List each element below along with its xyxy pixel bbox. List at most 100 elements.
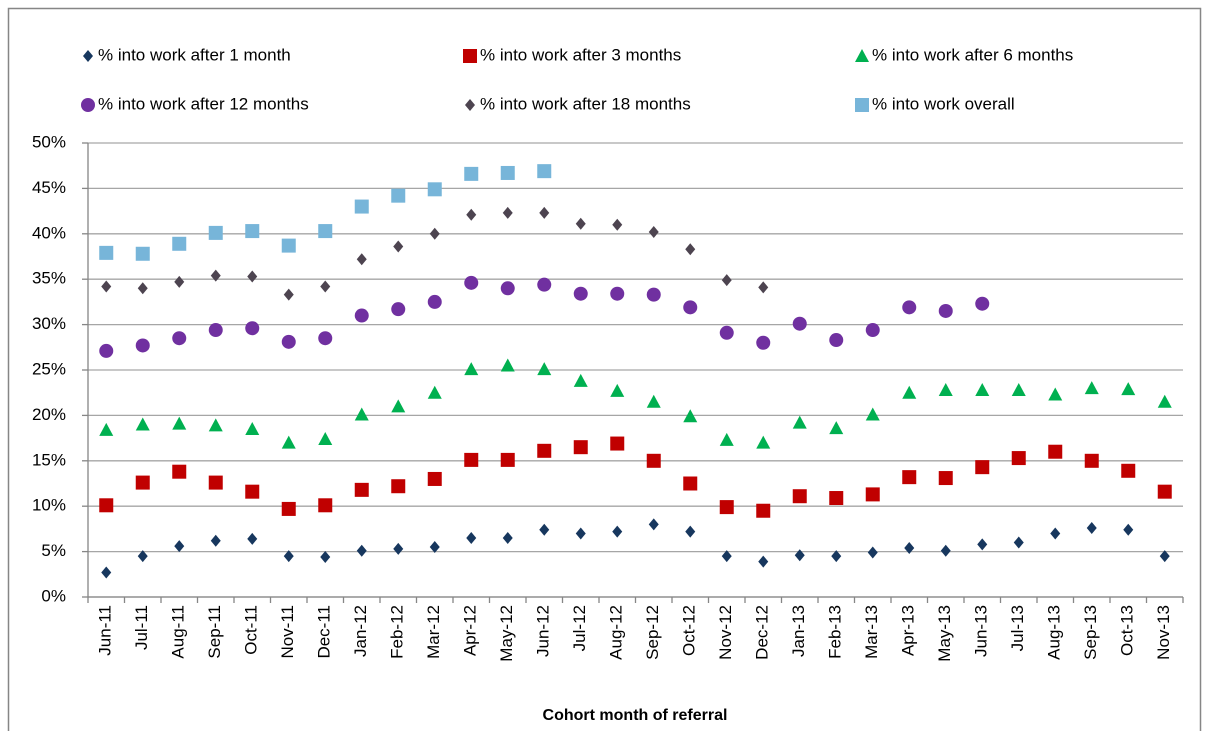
x-tick-label: Jun-12: [534, 605, 553, 657]
data-point: [537, 443, 552, 458]
data-point: [208, 225, 223, 240]
x-tick-label: Aug-11: [169, 605, 188, 659]
data-point: [721, 274, 732, 287]
data-point: [174, 275, 185, 288]
data-point: [719, 325, 734, 340]
data-point: [427, 182, 442, 197]
data-point: [208, 475, 223, 490]
data-point: [829, 491, 844, 506]
data-point: [210, 534, 221, 547]
x-tick-label: Nov-13: [1154, 605, 1173, 660]
y-tick-label: 35%: [32, 269, 66, 288]
data-point: [245, 484, 260, 499]
data-point: [721, 550, 732, 563]
data-point: [938, 382, 953, 396]
y-tick-label: 0%: [41, 586, 66, 605]
x-tick-label: Aug-12: [607, 605, 626, 660]
data-point: [391, 302, 406, 317]
data-point: [281, 334, 296, 349]
data-point: [902, 300, 917, 315]
x-axis-title: Cohort month of referral: [543, 707, 728, 724]
y-tick-label: 10%: [32, 496, 66, 515]
y-tick-label: 45%: [32, 178, 66, 197]
data-point: [283, 288, 294, 301]
data-point: [356, 253, 367, 266]
data-point: [502, 531, 513, 544]
data-point: [758, 281, 769, 294]
data-point: [646, 453, 661, 468]
data-point: [135, 417, 150, 431]
data-point: [539, 206, 550, 219]
data-point: [466, 208, 477, 221]
data-point: [99, 422, 114, 436]
data-point: [245, 321, 260, 336]
x-tick-label: Mar-12: [424, 605, 443, 659]
x-tick-label: Apr-13: [899, 605, 918, 656]
data-point: [1011, 382, 1026, 396]
data-point: [573, 286, 588, 301]
data-point: [354, 308, 369, 323]
data-point: [610, 436, 625, 451]
data-point: [500, 452, 515, 467]
data-point: [1084, 453, 1099, 468]
x-tick-label: Mar-13: [862, 605, 881, 659]
legend-marker: [465, 99, 475, 111]
data-point: [354, 482, 369, 497]
x-tick-label: Apr-12: [461, 605, 480, 656]
y-tick-label: 5%: [41, 541, 66, 560]
data-point: [101, 566, 112, 579]
data-point: [172, 331, 187, 346]
data-point: [99, 498, 114, 513]
data-point: [318, 498, 333, 513]
legend-label: % into work overall: [872, 94, 1015, 113]
data-point: [648, 518, 659, 531]
legend-marker: [463, 49, 477, 63]
data-point: [902, 385, 917, 399]
data-point: [429, 541, 440, 554]
data-point: [902, 470, 917, 485]
data-point: [1013, 536, 1024, 549]
data-point: [1157, 484, 1172, 499]
data-point: [977, 538, 988, 551]
x-tick-label: Nov-12: [716, 605, 735, 660]
data-point: [464, 166, 479, 181]
data-point: [829, 333, 844, 348]
y-tick-label: 40%: [32, 223, 66, 242]
data-point: [794, 549, 805, 562]
data-point: [393, 542, 404, 555]
x-tick-label: Jan-13: [789, 605, 808, 657]
data-point: [865, 487, 880, 502]
data-point: [1123, 523, 1134, 536]
data-point: [174, 540, 185, 553]
data-point: [646, 287, 661, 302]
x-tick-label: Jun-13: [972, 605, 991, 657]
data-point: [792, 415, 807, 429]
data-point: [1048, 444, 1063, 459]
data-point: [99, 343, 114, 358]
data-point: [210, 269, 221, 282]
data-point: [938, 303, 953, 318]
legend-label: % into work after 1 month: [98, 45, 291, 64]
data-point: [1121, 382, 1136, 396]
data-point: [610, 286, 625, 301]
data-point: [320, 280, 331, 293]
data-point: [573, 440, 588, 455]
data-point: [683, 409, 698, 423]
data-point: [318, 224, 333, 239]
data-point: [719, 432, 734, 446]
data-point: [247, 270, 258, 283]
data-point: [867, 546, 878, 559]
data-point: [135, 475, 150, 490]
legend-label: % into work after 12 months: [98, 94, 309, 113]
legend-label: % into work after 6 months: [872, 45, 1073, 64]
data-point: [318, 331, 333, 346]
data-point: [537, 277, 552, 292]
data-point: [975, 296, 990, 311]
y-tick-label: 30%: [32, 314, 66, 333]
data-point: [1048, 387, 1063, 401]
data-point: [99, 245, 114, 260]
data-point: [865, 323, 880, 338]
data-point: [281, 435, 296, 449]
data-point: [719, 500, 734, 515]
